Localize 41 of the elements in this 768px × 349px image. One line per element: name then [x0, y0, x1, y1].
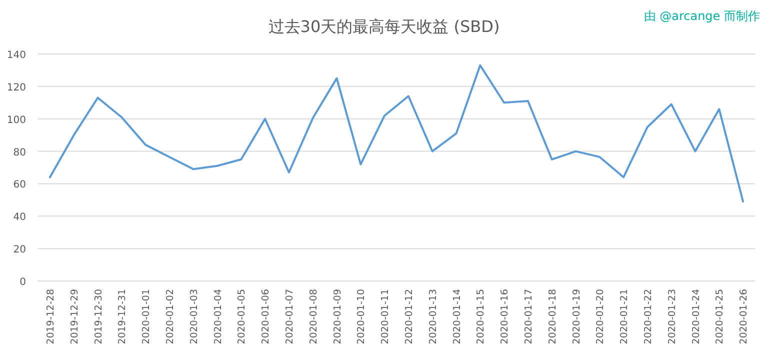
x-tick-label: 2020-01-22	[642, 289, 654, 344]
x-tick-label: 2019-12-28	[45, 289, 56, 344]
x-tick-label: 2020-01-24	[690, 289, 702, 344]
text: 由 @arcange 而制作	[644, 9, 760, 23]
x-tick-label: 2020-01-18	[547, 289, 558, 344]
line-series	[48, 64, 744, 203]
x-tick-label: 2020-01-12	[404, 289, 415, 344]
x-tick-label: 2020-01-10	[356, 289, 368, 344]
y-tick-label: 60	[13, 180, 26, 191]
y-tick-label: 140	[6, 50, 26, 61]
x-tick-label: 2020-01-01	[141, 289, 152, 344]
x-tick-label: 2020-01-21	[619, 289, 630, 344]
x-tick-label: 2020-01-02	[164, 289, 176, 344]
x-tick-label: 2019-12-30	[93, 289, 104, 344]
x-tick-label: 2019-12-31	[117, 289, 128, 344]
x-tick-label: 2020-01-07	[284, 289, 296, 344]
x-tick-label: 2020-01-13	[428, 289, 439, 344]
x-tick-label: 2020-01-26	[738, 289, 750, 344]
x-tick-label: 2020-01-06	[260, 289, 272, 344]
y-tick-label: 80	[13, 147, 26, 158]
x-tick-label: 2020-01-17	[523, 289, 534, 344]
x-tick-label: 2020-01-19	[571, 289, 582, 344]
x-tick-label: 2020-01-15	[476, 289, 487, 344]
y-tick-label: 40	[13, 212, 26, 224]
x-tick-label: 2020-01-05	[236, 289, 248, 344]
x-tick-label: 2020-01-25	[714, 289, 726, 344]
x-tick-label: 2020-01-09	[332, 289, 344, 344]
x-tick-label: 2020-01-03	[188, 289, 200, 344]
y-tick-label: 120	[6, 82, 26, 94]
x-tick-label: 2020-01-16	[500, 289, 511, 344]
y-tick-label: 20	[13, 244, 26, 256]
x-tick-label: 2020-01-23	[666, 289, 678, 344]
x-tick-label: 2020-01-11	[380, 289, 392, 344]
x-tick-label: 2020-01-04	[212, 289, 224, 344]
chart-title: 过去30天的最高每天收益 (SBD)	[268, 17, 500, 36]
x-tick-label: 2020-01-14	[452, 289, 463, 344]
x-tick-label: 2019-12-29	[69, 289, 80, 344]
x-tick-label: 2020-01-08	[308, 289, 320, 344]
x-tick-label: 2020-01-20	[595, 289, 606, 344]
y-tick-label: 100	[6, 114, 26, 126]
y-tick-label: 0	[20, 277, 26, 288]
